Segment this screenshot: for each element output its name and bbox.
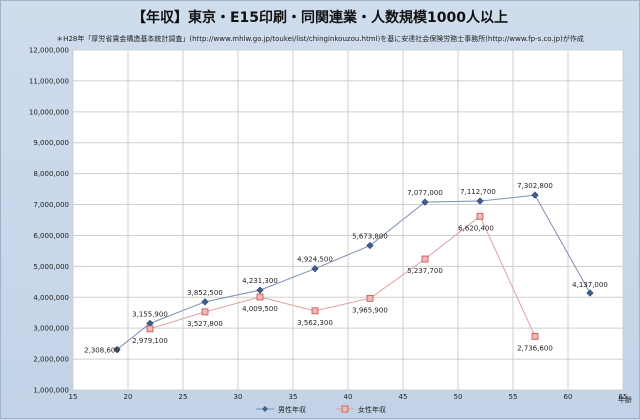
data-point-female <box>476 212 484 220</box>
y-tick-label: 3,000,000 <box>33 325 69 333</box>
data-label-male: 4,137,000 <box>572 281 608 289</box>
x-tick-label: 40 <box>344 393 353 401</box>
x-tick-label: 55 <box>509 393 518 401</box>
data-point-male <box>586 289 594 297</box>
y-tick-label: 1,000,000 <box>33 387 69 395</box>
data-label-female: 3,562,300 <box>297 319 333 327</box>
data-label-male: 5,673,800 <box>352 233 388 241</box>
data-label-male: 7,112,700 <box>460 188 496 196</box>
data-label-male: 7,302,800 <box>517 182 553 190</box>
data-label-male: 3,155,900 <box>132 310 168 318</box>
data-label-male: 4,924,500 <box>297 256 333 264</box>
y-tick-label: 12,000,000 <box>29 47 69 55</box>
data-point-female <box>256 293 264 301</box>
data-point-male <box>256 286 264 294</box>
y-tick-label: 11,000,000 <box>29 77 69 85</box>
data-label-female: 2,979,100 <box>132 337 168 345</box>
chart-title: 【年収】東京・E15印刷・同関連業・人数規模1000人以上 <box>131 10 508 26</box>
y-tick-label: 7,000,000 <box>33 201 69 209</box>
y-tick-label: 2,000,000 <box>33 356 69 364</box>
x-tick-label: 60 <box>564 393 573 401</box>
data-point-male <box>531 191 539 199</box>
data-label-male: 7,077,000 <box>407 189 443 197</box>
x-tick-label: 25 <box>179 393 188 401</box>
data-label-female: 4,009,500 <box>242 305 278 313</box>
series-line-female <box>149 215 536 337</box>
legend-marker-female <box>341 405 349 413</box>
data-point-male <box>366 241 374 250</box>
x-tick-label: 30 <box>234 393 243 401</box>
x-tick-label: 15 <box>69 393 78 401</box>
data-label-female: 2,736,600 <box>517 344 553 352</box>
x-tick-label: 35 <box>289 393 298 401</box>
data-point-female <box>311 307 319 315</box>
data-label-male: 2,308,600 <box>84 347 120 355</box>
data-point-male <box>476 197 484 205</box>
y-tick-label: 9,000,000 <box>33 139 69 147</box>
legend-label-female: 女性年収 <box>358 405 386 414</box>
data-label-male: 3,852,500 <box>187 289 223 297</box>
data-point-female <box>421 255 429 263</box>
x-tick-label: 65 <box>619 393 628 401</box>
data-point-male <box>311 265 319 273</box>
data-point-female <box>146 325 154 333</box>
y-tick-label: 10,000,000 <box>29 108 69 116</box>
data-label-female: 5,237,700 <box>407 267 443 275</box>
y-tick-label: 5,000,000 <box>33 263 69 271</box>
y-tick-label: 4,000,000 <box>33 294 69 302</box>
data-point-male <box>113 345 121 354</box>
x-tick-label: 50 <box>454 393 463 401</box>
y-tick-label: 6,000,000 <box>33 232 69 240</box>
x-tick-label: 45 <box>399 393 408 401</box>
data-point-male <box>201 298 209 306</box>
y-tick-label: 8,000,000 <box>33 170 69 178</box>
data-label-female: 6,620,400 <box>458 224 494 232</box>
series-line-male <box>116 194 591 350</box>
x-tick-label: 20 <box>124 393 133 401</box>
x-axis-label: 年齢 <box>618 395 632 404</box>
data-point-female <box>531 332 539 340</box>
chart-subtitle: ＊H28年「厚労省賃金構造基本統計調査」(http://www.mhlw.go.… <box>56 35 584 43</box>
data-label-male: 4,231,300 <box>242 277 278 285</box>
data-point-male <box>421 198 429 206</box>
data-label-female: 3,527,800 <box>187 320 223 328</box>
data-point-female <box>366 294 374 302</box>
data-label-female: 3,965,900 <box>352 306 388 314</box>
data-point-female <box>201 308 209 316</box>
legend-label-male: 男性年収 <box>278 405 306 414</box>
legend-marker-male <box>262 406 268 412</box>
